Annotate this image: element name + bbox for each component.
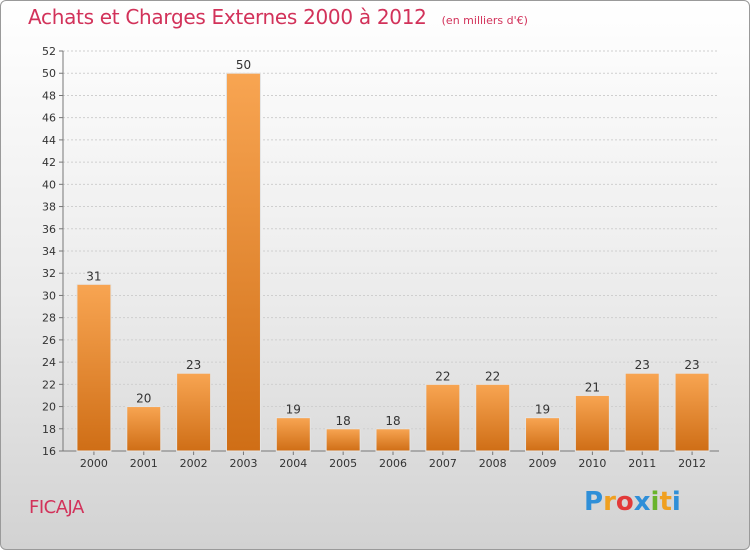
x-tick-label: 2002 xyxy=(180,457,208,470)
y-tick-label: 42 xyxy=(42,156,56,169)
x-tick-label: 2007 xyxy=(429,457,457,470)
value-label: 23 xyxy=(684,358,699,372)
commune-name: FICAJA xyxy=(29,497,84,518)
value-label: 19 xyxy=(286,403,301,417)
y-tick-label: 32 xyxy=(42,267,56,280)
value-label: 18 xyxy=(385,414,400,428)
x-tick-label: 2012 xyxy=(678,457,706,470)
x-tick-label: 2001 xyxy=(130,457,158,470)
chart-unit: (en milliers d'€) xyxy=(441,14,528,27)
x-tick-label: 2000 xyxy=(80,457,108,470)
value-label: 31 xyxy=(86,269,101,283)
y-tick-label: 24 xyxy=(42,356,56,369)
value-label: 23 xyxy=(635,358,650,372)
title-row: Achats et Charges Externes 2000 à 2012 (… xyxy=(28,5,528,29)
y-tick-label: 20 xyxy=(42,401,56,414)
value-label: 19 xyxy=(535,403,550,417)
proxiti-logo: Proxiti xyxy=(584,487,681,517)
y-tick-label: 38 xyxy=(42,201,56,214)
bar-2012 xyxy=(674,372,710,452)
labels: 16 18 20 22 24 26 28 30 32 34 36 38 40 42 44 46 48 50 52 31… xyxy=(42,45,706,470)
grid-lines xyxy=(63,50,719,452)
bar-2003 xyxy=(225,72,261,452)
y-tick-label: 30 xyxy=(42,289,56,302)
y-tick-label: 28 xyxy=(42,312,56,325)
y-tick-label: 48 xyxy=(42,89,56,102)
bar-2006 xyxy=(375,428,411,452)
x-tick-label: 2008 xyxy=(479,457,507,470)
value-label: 23 xyxy=(186,358,201,372)
bars xyxy=(76,72,710,452)
x-tick-label: 2006 xyxy=(379,457,407,470)
bar-2007 xyxy=(425,383,461,452)
bar-2008 xyxy=(475,383,511,452)
bar-2011 xyxy=(624,372,660,452)
bar-2009 xyxy=(525,417,561,452)
y-tick-label: 34 xyxy=(42,245,56,258)
axes xyxy=(59,50,719,455)
value-label: 18 xyxy=(336,414,351,428)
x-tick-label: 2010 xyxy=(578,457,606,470)
x-tick-label: 2009 xyxy=(529,457,557,470)
y-tick-label: 26 xyxy=(42,334,56,347)
y-tick-label: 40 xyxy=(42,178,56,191)
logo-letter: P xyxy=(584,487,604,517)
value-label: 20 xyxy=(136,392,151,406)
logo-letter: t xyxy=(659,487,672,517)
logo-letter: i xyxy=(671,487,681,517)
x-tick-label: 2005 xyxy=(329,457,357,470)
value-label: 22 xyxy=(485,369,500,383)
y-tick-label: 44 xyxy=(42,134,56,147)
x-tick-label: 2011 xyxy=(628,457,656,470)
value-label: 22 xyxy=(435,369,450,383)
bar-2004 xyxy=(275,417,311,452)
value-label: 50 xyxy=(236,58,251,72)
x-tick-label: 2004 xyxy=(279,457,307,470)
bar-2001 xyxy=(126,406,162,452)
chart-title: Achats et Charges Externes 2000 à 2012 xyxy=(28,5,427,29)
x-tick-label: 2003 xyxy=(229,457,257,470)
logo-letter: i xyxy=(650,487,660,517)
bar-2010 xyxy=(574,394,610,452)
y-tick-label: 22 xyxy=(42,378,56,391)
logo-letter: o xyxy=(615,487,634,517)
value-label: 21 xyxy=(585,380,600,394)
logo-letter: x xyxy=(633,487,651,517)
bar-2000 xyxy=(76,283,112,452)
bar-2002 xyxy=(176,372,212,452)
y-tick-label: 36 xyxy=(42,223,56,236)
bar-2005 xyxy=(325,428,361,452)
y-tick-label: 18 xyxy=(42,423,56,436)
logo-letter: r xyxy=(603,487,616,517)
y-tick-label: 50 xyxy=(42,67,56,80)
y-tick-label: 46 xyxy=(42,112,56,125)
y-tick-label: 52 xyxy=(42,45,56,58)
y-tick-label: 16 xyxy=(42,445,56,458)
